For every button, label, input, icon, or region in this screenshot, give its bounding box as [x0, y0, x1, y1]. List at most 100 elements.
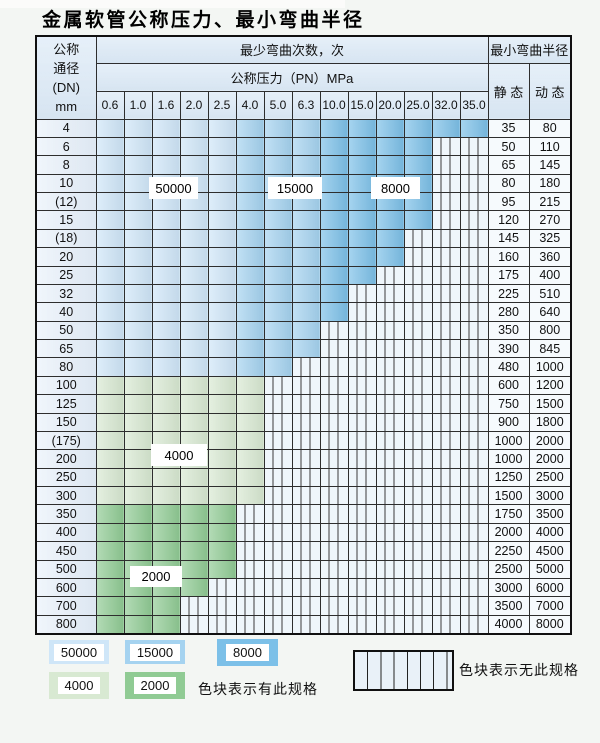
cycle-cell — [403, 247, 433, 267]
cycle-cell — [431, 338, 461, 359]
table-row: 150 900 1800 — [35, 412, 572, 432]
cycle-cell — [431, 577, 461, 598]
cycle-cell — [347, 467, 377, 488]
dynamic-radius-cell: 360 — [528, 247, 572, 267]
static-radius-cell: 50 — [487, 136, 530, 157]
cycle-cell — [263, 559, 293, 579]
cycle-cell — [123, 394, 153, 414]
cycle-cell — [151, 504, 181, 524]
cycle-cell — [459, 136, 489, 157]
static-radius-cell: 480 — [487, 357, 530, 377]
cycle-cell — [263, 357, 293, 377]
cycle-cell — [151, 485, 181, 506]
cycle-cell — [235, 357, 265, 377]
cycle-cell — [403, 136, 433, 157]
cycle-cell — [319, 467, 349, 488]
cycle-cell — [459, 357, 489, 377]
static-radius-cell: 95 — [487, 191, 530, 212]
cycle-cell — [347, 596, 377, 616]
dn-cell: 250 — [35, 467, 97, 488]
cycle-cell — [151, 118, 181, 138]
table-header: 公称 通径 (DN) mm 最少弯曲次数，次 最小弯曲半径 公称压力（PN）MP… — [35, 35, 572, 120]
cycle-cell — [319, 136, 349, 157]
table-row: 40 280 640 — [35, 302, 572, 322]
table-row: 450 2250 4500 — [35, 541, 572, 561]
cycle-cell — [459, 265, 489, 285]
cycle-cell — [375, 118, 405, 138]
cycle-cell — [263, 412, 293, 432]
dynamic-radius-cell: 270 — [528, 210, 572, 230]
dynamic-radius-cell: 1800 — [528, 412, 572, 432]
legend-swatch-label: 8000 — [226, 644, 269, 661]
dn-cell: 200 — [35, 449, 97, 469]
legend-swatch-label: 50000 — [53, 643, 105, 661]
dn-cell: 8 — [35, 155, 97, 175]
cycle-cell — [179, 541, 209, 561]
pressure-value: 5.0 — [263, 90, 293, 120]
cycle-cell — [431, 614, 461, 635]
dn-cell: (175) — [35, 430, 97, 451]
cycle-cell — [347, 485, 377, 506]
static-radius-cell: 390 — [487, 338, 530, 359]
table-row: 125 750 1500 — [35, 394, 572, 414]
cycle-cell — [151, 522, 181, 543]
cycle-cell — [459, 247, 489, 267]
cycle-cell — [207, 577, 237, 598]
static-radius-cell: 280 — [487, 302, 530, 322]
cycle-cell — [95, 191, 125, 212]
cycle-cell — [235, 412, 265, 432]
cycle-cell — [235, 118, 265, 138]
pressure-value: 1.0 — [123, 90, 153, 120]
cycle-cell — [403, 430, 433, 451]
cycle-cell — [207, 522, 237, 543]
static-radius-cell: 2000 — [487, 522, 530, 543]
cycle-cell — [151, 247, 181, 267]
cycle-cell — [403, 338, 433, 359]
pressure-value: 4.0 — [235, 90, 265, 120]
cycle-cell — [403, 394, 433, 414]
static-radius-cell: 2500 — [487, 559, 530, 579]
cycle-cell — [207, 173, 237, 194]
cycle-cell — [123, 265, 153, 285]
cycle-cell — [95, 614, 125, 635]
legend-swatch-label: 4000 — [57, 677, 101, 694]
cycle-cell — [347, 412, 377, 432]
cycle-cell — [403, 357, 433, 377]
cycle-cell — [151, 467, 181, 488]
cycle-cell — [263, 504, 293, 524]
dynamic-radius-cell: 8000 — [528, 614, 572, 635]
dynamic-radius-cell: 215 — [528, 191, 572, 212]
cycle-cell — [151, 412, 181, 432]
cycle-cell — [459, 485, 489, 506]
cycle-cell — [431, 283, 461, 304]
cycle-cell — [235, 559, 265, 579]
table-row: 6 50 110 — [35, 136, 572, 157]
cycle-cell — [459, 596, 489, 616]
static-radius-cell: 1250 — [487, 467, 530, 488]
cycle-cell — [403, 559, 433, 579]
cycle-cell — [459, 504, 489, 524]
cycle-cell — [263, 614, 293, 635]
cycle-cell — [375, 577, 405, 598]
cycle-cell — [459, 412, 489, 432]
cycle-cell — [235, 504, 265, 524]
cycle-cell — [235, 247, 265, 267]
cycle-cell — [291, 338, 321, 359]
cycle-cell — [207, 338, 237, 359]
static-radius-cell: 225 — [487, 283, 530, 304]
dn-cell: 15 — [35, 210, 97, 230]
cycle-cell — [375, 136, 405, 157]
cycle-cell — [123, 320, 153, 341]
cycle-cell — [403, 412, 433, 432]
cycle-cell — [207, 265, 237, 285]
cycle-cell — [347, 522, 377, 543]
cycle-cell — [403, 210, 433, 230]
cycle-cell — [235, 191, 265, 212]
dn-cell: 800 — [35, 614, 97, 635]
cycle-cell — [375, 559, 405, 579]
dynamic-radius-cell: 3000 — [528, 485, 572, 506]
cycle-cell — [207, 485, 237, 506]
table-row: 8 65 145 — [35, 155, 572, 175]
cycle-cell — [207, 375, 237, 396]
cycle-cell — [403, 504, 433, 524]
